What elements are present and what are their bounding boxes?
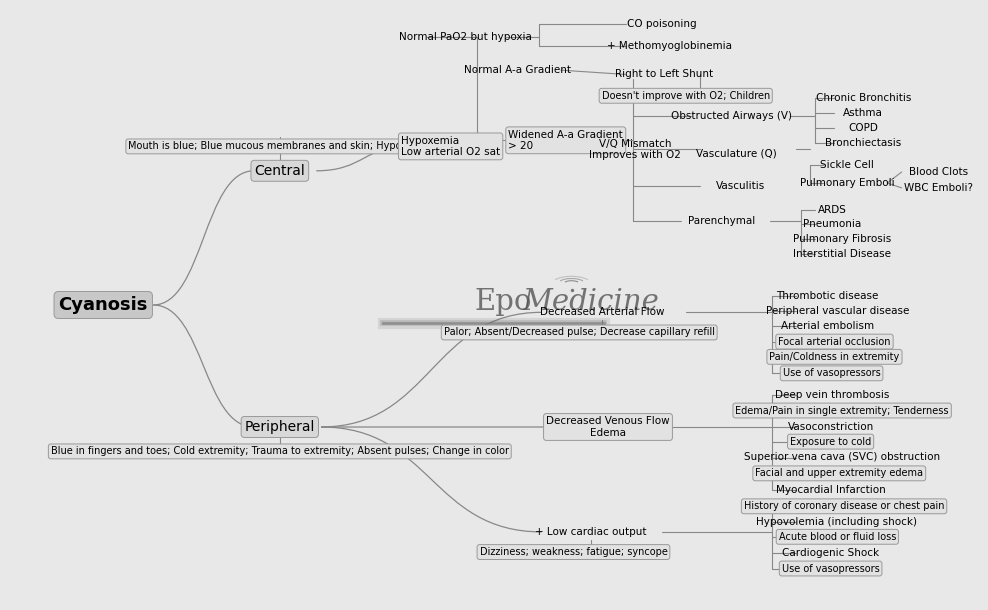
Text: Edema/Pain in single extremity; Tenderness: Edema/Pain in single extremity; Tenderne… bbox=[735, 406, 948, 415]
Text: Blood Clots: Blood Clots bbox=[909, 167, 967, 177]
Text: Normal A-a Gradient: Normal A-a Gradient bbox=[464, 65, 571, 75]
Text: Normal PaO2 but hypoxia: Normal PaO2 but hypoxia bbox=[398, 32, 532, 41]
Text: Myocardial Infarction: Myocardial Infarction bbox=[776, 486, 885, 495]
Text: Superior vena cava (SVC) obstruction: Superior vena cava (SVC) obstruction bbox=[744, 453, 941, 462]
Text: Bronchiectasis: Bronchiectasis bbox=[825, 138, 901, 148]
Text: Obstructed Airways (V): Obstructed Airways (V) bbox=[671, 111, 792, 121]
Text: Vasculature (Q): Vasculature (Q) bbox=[697, 149, 777, 159]
Text: Central: Central bbox=[255, 164, 305, 178]
Text: WBC Emboli?: WBC Emboli? bbox=[904, 183, 972, 193]
Text: Deep vein thrombosis: Deep vein thrombosis bbox=[776, 390, 890, 400]
Text: Thrombotic disease: Thrombotic disease bbox=[777, 291, 879, 301]
Text: + Methomyoglobinemia: + Methomyoglobinemia bbox=[607, 41, 732, 51]
Text: Peripheral: Peripheral bbox=[245, 420, 315, 434]
Text: Acute blood or fluid loss: Acute blood or fluid loss bbox=[779, 532, 896, 542]
Text: Decreased Arterial Flow: Decreased Arterial Flow bbox=[540, 307, 665, 317]
Text: History of coronary disease or chest pain: History of coronary disease or chest pai… bbox=[744, 501, 945, 511]
Text: Arterial embolism: Arterial embolism bbox=[782, 321, 874, 331]
Text: Hypoxemia
Low arterial O2 sat: Hypoxemia Low arterial O2 sat bbox=[401, 135, 500, 157]
Text: Decreased Venous Flow
Edema: Decreased Venous Flow Edema bbox=[546, 416, 670, 438]
Text: Interstitial Disease: Interstitial Disease bbox=[793, 249, 891, 259]
Text: Focal arterial occlusion: Focal arterial occlusion bbox=[779, 337, 891, 346]
Text: Asthma: Asthma bbox=[844, 108, 883, 118]
Text: CO poisoning: CO poisoning bbox=[627, 20, 697, 29]
Text: Parenchymal: Parenchymal bbox=[688, 216, 755, 226]
Text: Use of vasopressors: Use of vasopressors bbox=[782, 368, 880, 378]
Text: Chronic Bronchitis: Chronic Bronchitis bbox=[815, 93, 911, 102]
Text: Doesn't improve with O2; Children: Doesn't improve with O2; Children bbox=[602, 91, 770, 101]
Text: Epo: Epo bbox=[474, 288, 533, 316]
Text: Palor; Absent/Decreased pulse; Decrease capillary refill: Palor; Absent/Decreased pulse; Decrease … bbox=[444, 328, 714, 337]
Text: Blue in fingers and toes; Cold extremity; Trauma to extremity; Absent pulses; Ch: Blue in fingers and toes; Cold extremity… bbox=[50, 447, 509, 456]
Text: ARDS: ARDS bbox=[818, 206, 847, 215]
Text: V/Q Mismatch
Improves with O2: V/Q Mismatch Improves with O2 bbox=[589, 138, 681, 160]
Text: Hypovolemia (including shock): Hypovolemia (including shock) bbox=[756, 517, 917, 526]
Text: Vasculitis: Vasculitis bbox=[715, 181, 765, 191]
Text: Pulmonary Fibrosis: Pulmonary Fibrosis bbox=[793, 234, 891, 244]
Text: Dizziness; weakness; fatigue; syncope: Dizziness; weakness; fatigue; syncope bbox=[479, 547, 667, 557]
Text: Facial and upper extremity edema: Facial and upper extremity edema bbox=[755, 468, 923, 478]
Text: Exposure to cold: Exposure to cold bbox=[790, 437, 871, 447]
Text: Pulmonary Emboli: Pulmonary Emboli bbox=[799, 178, 894, 188]
Text: Widened A-a Gradient
> 20: Widened A-a Gradient > 20 bbox=[509, 129, 623, 151]
Text: Medicine: Medicine bbox=[523, 288, 659, 316]
Text: + Low cardiac output: + Low cardiac output bbox=[535, 527, 646, 537]
Text: Right to Left Shunt: Right to Left Shunt bbox=[615, 70, 712, 79]
Text: Sickle Cell: Sickle Cell bbox=[820, 160, 873, 170]
Text: Peripheral vascular disease: Peripheral vascular disease bbox=[766, 306, 909, 316]
Text: COPD: COPD bbox=[849, 123, 878, 133]
Text: Mouth is blue; Blue mucous membranes and skin; Hypoxemia: Mouth is blue; Blue mucous membranes and… bbox=[128, 142, 432, 151]
Text: Cardiogenic Shock: Cardiogenic Shock bbox=[782, 548, 879, 558]
Text: Cyanosis: Cyanosis bbox=[58, 296, 148, 314]
Text: Use of vasopressors: Use of vasopressors bbox=[782, 564, 879, 573]
Text: Pain/Coldness in extremity: Pain/Coldness in extremity bbox=[770, 352, 900, 362]
Text: Pneumonia: Pneumonia bbox=[803, 220, 862, 229]
Text: Vasoconstriction: Vasoconstriction bbox=[787, 422, 873, 432]
